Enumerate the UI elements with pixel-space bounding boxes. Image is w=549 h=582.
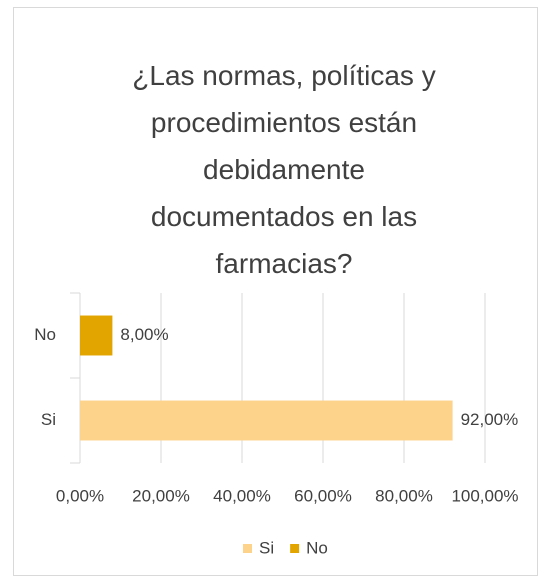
- x-tick-label: 0,00%: [56, 486, 104, 505]
- chart-border: [13, 7, 538, 576]
- chart-title: ¿Las normas, políticas y procedimientos …: [132, 60, 436, 279]
- legend-swatch: [290, 544, 300, 553]
- legend-swatch: [243, 544, 252, 553]
- legend-label: Si: [259, 538, 274, 557]
- data-label: 92,00%: [461, 410, 519, 429]
- x-tick-label: 60,00%: [294, 486, 352, 505]
- y-tick-label: No: [34, 325, 56, 344]
- bar: [80, 315, 113, 356]
- bar: [80, 400, 453, 441]
- data-label: 8,00%: [120, 325, 168, 344]
- y-tick-label: Si: [41, 410, 56, 429]
- x-tick-label: 80,00%: [375, 486, 433, 505]
- x-tick-label: 20,00%: [132, 486, 190, 505]
- x-tick-label: 40,00%: [213, 486, 271, 505]
- legend-label: No: [306, 538, 328, 557]
- x-tick-label: 100,00%: [451, 486, 518, 505]
